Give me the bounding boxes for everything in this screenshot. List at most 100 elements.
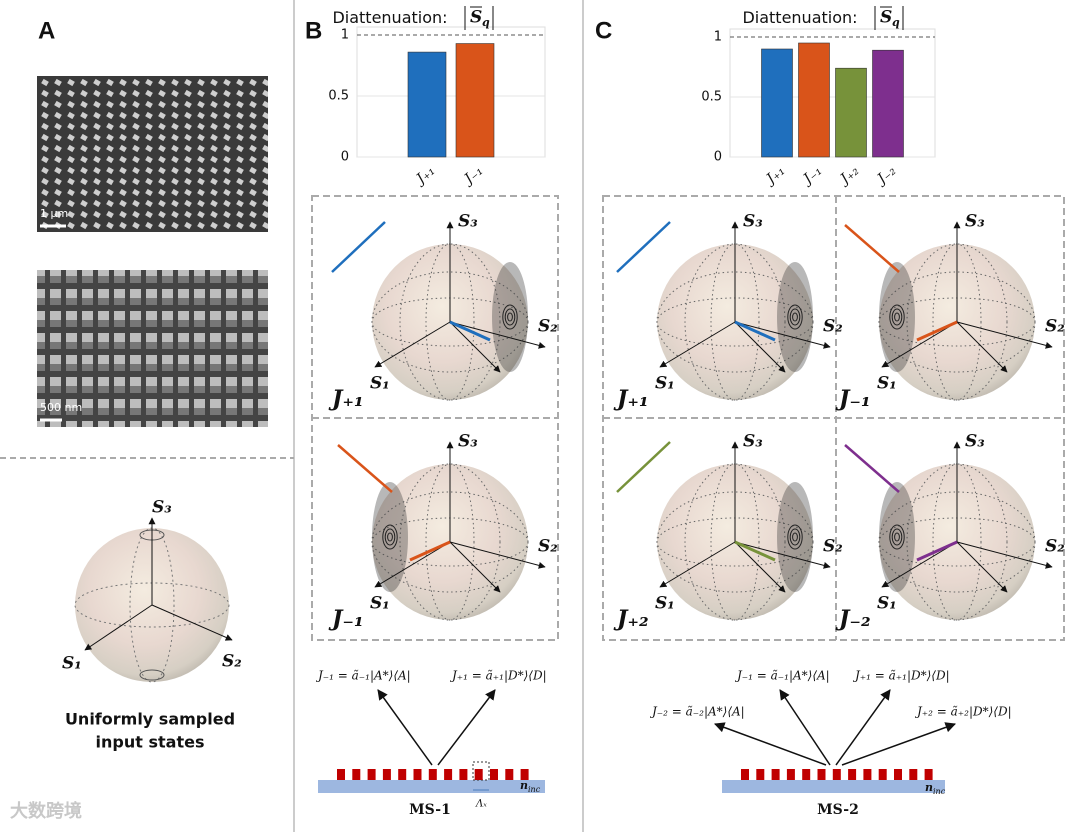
arrow	[437, 689, 496, 766]
state-vector	[449, 320, 491, 342]
meta-atom	[909, 769, 918, 780]
sphere-grid	[656, 271, 814, 373]
axis	[659, 541, 736, 588]
sphere-pole	[889, 524, 905, 550]
y-tick-label: 1	[714, 30, 722, 45]
meta-atom	[756, 769, 765, 780]
device-index: n	[925, 781, 933, 794]
axis-label: S₃	[965, 432, 985, 452]
chart-title-text: Diattenuation:	[332, 8, 447, 27]
sphere-label: J₋₁	[328, 606, 364, 632]
meta-atom	[771, 769, 780, 780]
meta-atom	[878, 769, 887, 780]
axis	[734, 321, 831, 349]
watermark: 大数跨境	[10, 800, 82, 822]
sphere-grid	[906, 243, 1008, 401]
meta-atom	[428, 769, 437, 780]
polarization	[337, 444, 393, 493]
polarization	[331, 221, 386, 273]
sphere-pole	[891, 528, 903, 546]
sphere-pole	[891, 308, 903, 326]
meta-atom	[832, 769, 841, 780]
chart-title: Diattenuation:	[742, 8, 857, 27]
plot-frame	[356, 26, 546, 158]
state-vector	[916, 320, 958, 342]
chart-title: Diattenuation:	[332, 8, 447, 27]
polarization	[844, 224, 900, 273]
caption: Uniformly sampled	[65, 710, 235, 729]
sphere-grid	[906, 463, 1008, 621]
sphere-pole	[787, 524, 803, 550]
axis	[881, 321, 958, 368]
meta-atom	[863, 769, 872, 780]
y-tick-label: 0	[341, 150, 349, 165]
sphere-shade	[492, 262, 528, 372]
x-tick-label: J₊₁	[761, 163, 788, 189]
chart-title-subscript: q	[482, 16, 490, 29]
equation: J₋₁ = ã₋₁|A*⟩⟨A|	[315, 669, 411, 683]
device-index-sub: inc	[528, 785, 541, 794]
device-name: MS-1	[409, 802, 451, 818]
plot-frame	[729, 28, 936, 158]
sem-image	[37, 270, 268, 427]
panel-label: B	[305, 17, 322, 44]
state-vector	[734, 320, 776, 342]
sphere-pole	[789, 528, 801, 546]
device-index: n	[520, 779, 528, 792]
sphere-pole	[387, 532, 393, 542]
panel-label: A	[38, 17, 55, 44]
sphere-pole	[384, 528, 396, 546]
meta-atom	[894, 769, 902, 780]
sphere-shade	[879, 262, 915, 372]
x-tick-label: J₋₁	[798, 163, 825, 189]
sphere-pole	[507, 312, 513, 322]
axis	[84, 604, 153, 651]
sphere-grid	[139, 669, 165, 681]
axis	[881, 541, 958, 588]
axis-label: S₁	[877, 594, 897, 614]
chart-title-symbol: S	[880, 8, 892, 28]
y-tick-label: 0.5	[328, 89, 349, 104]
arrow	[779, 689, 831, 766]
sphere-shade	[777, 262, 813, 372]
meta-atom	[444, 769, 453, 780]
state-vector	[734, 540, 776, 562]
sem-image	[37, 76, 268, 232]
sphere-shade	[777, 482, 813, 592]
substrate	[722, 780, 945, 793]
sphere-label: J₊₁	[328, 386, 364, 412]
axis	[151, 604, 233, 641]
axis-label: S₃	[458, 212, 478, 232]
y-tick-label: 1	[341, 28, 349, 43]
axis	[659, 321, 736, 368]
axis-label: S₁	[655, 374, 675, 394]
sphere-label: J₋₁	[835, 386, 871, 412]
axis-label: S₁	[655, 594, 675, 614]
axis-label: S₂	[538, 317, 558, 337]
sphere-shade	[879, 482, 915, 592]
meta-atom	[382, 769, 391, 780]
arrow	[714, 722, 827, 766]
sphere-label: J₋₂	[835, 606, 871, 632]
axis	[734, 541, 786, 593]
device-name: MS-2	[817, 802, 859, 818]
equation: J₋₂ = ã₋₂|A*⟩⟨A|	[649, 705, 745, 719]
axis-label: S₂	[823, 537, 843, 557]
axis	[956, 541, 1008, 593]
x-tick-label: J₋₂	[872, 163, 899, 189]
sphere-grid	[684, 463, 786, 621]
x-tick-label: J₊₂	[835, 163, 862, 189]
bar	[455, 43, 495, 158]
meta-atom	[924, 769, 933, 780]
axis	[956, 541, 1053, 569]
x-tick-label: J₊₁	[411, 163, 438, 189]
axis	[956, 321, 1008, 373]
sphere-pole	[792, 312, 798, 322]
axis-label: S₁	[877, 374, 897, 394]
chart-title-subscript: q	[892, 16, 900, 29]
device-index-sub: inc	[933, 787, 946, 796]
sphere-pole	[382, 524, 398, 550]
equation: J₋₁ = ã₋₁|A*⟩⟨A|	[734, 669, 830, 683]
meta-atom	[367, 769, 376, 780]
sphere-pole	[894, 312, 900, 322]
